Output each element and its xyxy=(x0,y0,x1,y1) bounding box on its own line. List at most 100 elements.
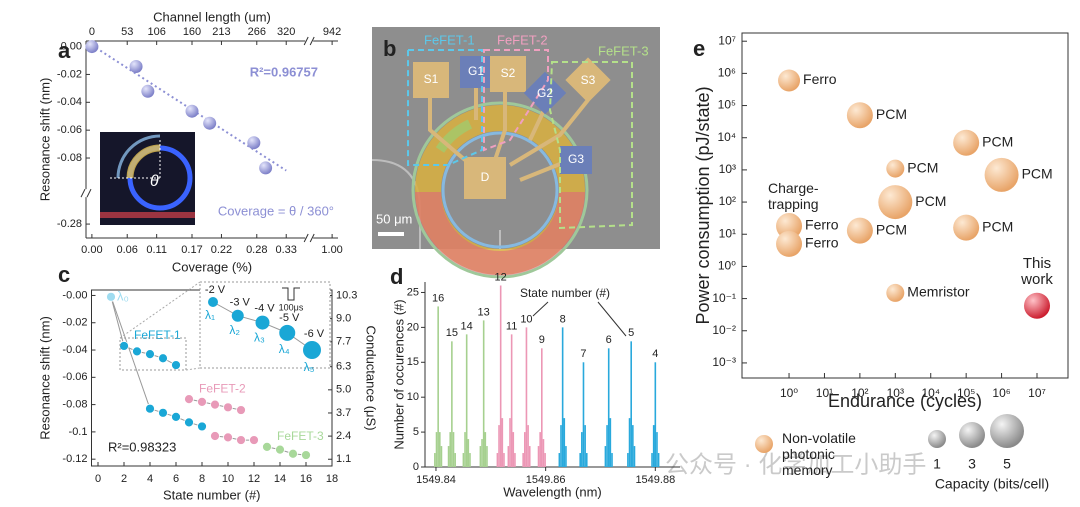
bar xyxy=(651,453,653,467)
state-label: 12 xyxy=(495,271,507,283)
bar xyxy=(464,432,466,467)
bar xyxy=(481,439,483,467)
y-tick-label: -0.04 xyxy=(57,96,82,108)
bar xyxy=(581,432,583,467)
point-label: PCM xyxy=(982,133,1013,149)
highlight-label: This work xyxy=(1021,254,1053,288)
point xyxy=(259,161,273,175)
state-label: 4 xyxy=(652,348,658,360)
x-tick-label: 0.33 xyxy=(276,244,297,256)
point xyxy=(249,435,259,445)
inset-point xyxy=(208,297,218,307)
x-tick-label: 10⁴ xyxy=(921,386,940,400)
x-tick-label: 10³ xyxy=(887,386,904,400)
arrow xyxy=(532,301,549,317)
annotation: R²=0.96757 xyxy=(250,64,318,79)
zoom-line xyxy=(119,281,201,339)
bar xyxy=(435,432,438,467)
device-outline xyxy=(548,61,633,230)
bar xyxy=(657,453,660,467)
bar xyxy=(503,453,505,467)
bar xyxy=(512,432,515,467)
bar xyxy=(542,439,545,467)
y-tick-label: -0.02 xyxy=(57,68,82,80)
state-label: 13 xyxy=(478,306,490,318)
bar xyxy=(439,432,441,467)
inset-lambda: λ₁ xyxy=(205,308,215,322)
point xyxy=(106,291,116,302)
x-tick-label: 10² xyxy=(851,386,868,400)
y2-tick-label: 1.1 xyxy=(336,453,351,465)
point-label: Ferro xyxy=(805,235,839,251)
bar xyxy=(611,453,613,467)
point xyxy=(85,40,99,54)
point xyxy=(197,396,207,407)
y2-tick-label: 3.7 xyxy=(336,407,351,419)
bar xyxy=(541,348,543,467)
bar xyxy=(609,418,612,467)
device-outline xyxy=(407,49,483,166)
inset-lambda: λ₅ xyxy=(304,360,315,374)
micrograph: S1 G1 S2 G2 S3 G3 D FeFET-1 FeFET-2 FeFE… xyxy=(371,27,660,279)
x-tick-label: 10⁷ xyxy=(1028,386,1046,400)
bar xyxy=(451,341,453,467)
zoom-box xyxy=(119,337,187,371)
axis-break xyxy=(82,189,90,198)
y-tick-label: 10³ xyxy=(719,162,736,176)
point-label: PCM xyxy=(915,193,946,209)
x-axis-label: Coverage (%) xyxy=(172,259,252,274)
pad-label: G3 xyxy=(568,152,584,166)
y-tick-label: -0.00 xyxy=(62,289,87,301)
inset-arc xyxy=(126,144,161,179)
bar xyxy=(582,362,585,467)
y-tick-label: -0.12 xyxy=(62,453,87,465)
bubble xyxy=(846,102,873,129)
state-label: 16 xyxy=(432,292,444,304)
x2-tick-label: 942 xyxy=(323,26,341,38)
bar xyxy=(537,446,540,467)
legend-label: Non-volatile photonic memory xyxy=(782,430,856,478)
bar xyxy=(434,453,436,467)
y-tick-label: 25 xyxy=(407,286,419,298)
x-tick-label: 8 xyxy=(199,473,205,485)
point xyxy=(197,421,207,432)
x-tick-label: 10⁶ xyxy=(992,386,1010,400)
bar xyxy=(604,446,607,467)
pad-label: G2 xyxy=(537,86,553,100)
y-tick-label: 10 xyxy=(407,391,419,403)
state-label: 15 xyxy=(446,327,458,339)
bubble xyxy=(776,213,803,240)
point xyxy=(171,411,181,422)
pulse-icon xyxy=(282,287,300,301)
annotation: Charge-trapping xyxy=(768,180,819,212)
x-tick-label: 0.11 xyxy=(146,244,167,256)
x2-tick-label: 0 xyxy=(89,26,95,38)
x2-tick-label: 53 xyxy=(121,26,133,38)
bar xyxy=(437,306,439,467)
y-tick-label: -0.06 xyxy=(62,371,87,383)
point xyxy=(184,394,194,405)
inset-point xyxy=(303,341,321,359)
x-tick-label: 0.28 xyxy=(246,244,267,256)
x-tick-label: 0.00 xyxy=(81,244,102,256)
panel-letter: e xyxy=(693,36,705,61)
bar xyxy=(462,453,465,467)
bar xyxy=(452,432,455,467)
inset-point xyxy=(279,324,296,341)
x-tick-label: 10¹ xyxy=(816,386,833,400)
bar xyxy=(496,453,499,467)
y-tick-label: -0.02 xyxy=(62,317,87,329)
axis-break xyxy=(305,37,314,45)
zoom-line xyxy=(185,367,201,371)
x-tick-label: 4 xyxy=(147,473,153,485)
bar xyxy=(449,432,452,467)
connector xyxy=(110,296,125,347)
state-label: 5 xyxy=(628,327,634,339)
point-label: PCM xyxy=(1022,166,1053,182)
break-mark xyxy=(303,36,309,46)
break-mark xyxy=(309,36,315,46)
pad-label: S3 xyxy=(581,73,596,87)
y-tick-label: -0.08 xyxy=(57,152,82,164)
y-tick-label: -0.08 xyxy=(62,399,87,411)
